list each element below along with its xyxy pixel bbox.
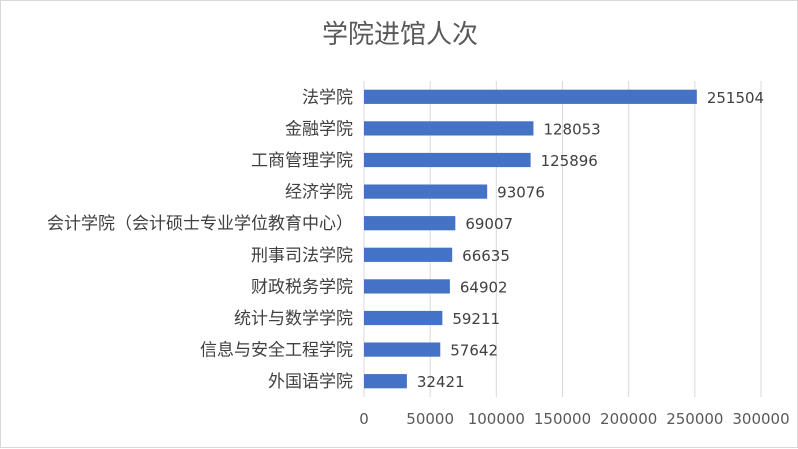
bar bbox=[364, 216, 456, 231]
category-label: 信息与安全工程学院 bbox=[200, 341, 353, 361]
x-tick-label: 250000 bbox=[666, 410, 723, 428]
x-tick-label: 150000 bbox=[534, 410, 591, 428]
x-tick-label: 100000 bbox=[468, 410, 525, 428]
bar bbox=[364, 89, 697, 104]
data-label: 32421 bbox=[417, 373, 465, 391]
bar bbox=[364, 184, 488, 199]
data-label: 57642 bbox=[450, 342, 498, 360]
category-label: 会计学院（会计硕士专业学位教育中心） bbox=[47, 214, 353, 234]
bar bbox=[364, 247, 453, 262]
data-labels: 251504 128053 125896 93076 69007 66635 64902 59… bbox=[417, 89, 764, 391]
category-label: 经济学院 bbox=[285, 183, 353, 203]
category-label: 外国语学院 bbox=[268, 372, 353, 392]
chart-title: 学院进馆人次 bbox=[322, 20, 478, 50]
category-label: 金融学院 bbox=[285, 119, 353, 139]
data-label: 128053 bbox=[543, 120, 600, 138]
x-tick-label: 300000 bbox=[732, 410, 789, 428]
category-label: 法学院 bbox=[302, 88, 353, 108]
x-tick-label: 0 bbox=[359, 410, 369, 428]
bar bbox=[364, 310, 443, 326]
bar bbox=[364, 152, 531, 168]
category-label: 统计与数学学院 bbox=[234, 309, 353, 329]
data-label: 69007 bbox=[465, 215, 513, 233]
data-label: 251504 bbox=[707, 89, 764, 107]
category-label: 财政税务学院 bbox=[251, 277, 353, 297]
data-label: 125896 bbox=[541, 152, 598, 170]
category-label: 工商管理学院 bbox=[251, 151, 353, 171]
bar bbox=[364, 121, 534, 136]
bars bbox=[364, 89, 697, 389]
x-axis-tick-labels: 0 50000 100000 150000 200000 250000 300000 bbox=[359, 410, 789, 428]
x-tick-label: 50000 bbox=[406, 410, 454, 428]
data-label: 59211 bbox=[452, 310, 500, 328]
data-label: 64902 bbox=[460, 278, 508, 296]
bar bbox=[364, 374, 407, 389]
bar bbox=[364, 279, 450, 294]
data-label: 93076 bbox=[497, 184, 545, 202]
x-tick-label: 200000 bbox=[600, 410, 657, 428]
bar bbox=[364, 342, 441, 357]
data-label: 66635 bbox=[462, 247, 510, 265]
category-label: 刑事司法学院 bbox=[251, 246, 353, 266]
